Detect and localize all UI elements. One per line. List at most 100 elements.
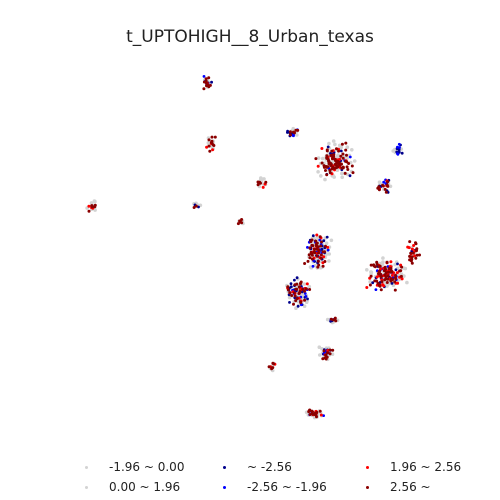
point-hot-strong [390,270,394,274]
point-hot-strong [321,250,325,254]
point-hot-strong [297,291,301,295]
point-hot-strong [345,153,348,157]
point-cold [382,180,386,184]
point-hot-strong [240,218,244,221]
point-hot-strong [293,294,297,298]
point-cold-strong [326,145,330,149]
point-hot-strong [330,167,334,171]
point-neutral [316,170,320,174]
point-hot-strong [210,135,214,139]
point-hot-strong [204,79,208,83]
point-hot-strong [331,348,335,352]
point-hot-strong [318,235,322,239]
point-cold-strong [289,282,293,286]
point-hot-strong [303,262,307,265]
point-hot-strong [376,281,380,285]
point-neutral [336,153,341,157]
point-hot [400,277,404,281]
point-hot-strong [319,244,323,248]
point-hot-strong [322,349,326,353]
point-cold [398,146,401,149]
point-neutral [260,177,264,181]
point-neutral [393,147,397,152]
point-hot-strong [212,144,216,147]
point-hot-strong [308,408,312,412]
point-neutral [327,259,331,263]
point-neutral [352,159,357,163]
point-cold-strong [339,149,343,153]
point-neutral [92,199,97,203]
point-hot [382,284,386,288]
point-hot-strong [325,154,329,158]
point-cold-strong [320,247,324,251]
point-neutral [307,284,312,289]
point-hot-strong [383,273,387,277]
east-small [376,178,393,194]
point-hot-strong [411,251,415,255]
point-hot-strong [326,351,329,355]
point-hot-strong [208,149,212,153]
point-neutral [340,175,345,180]
point-neutral [388,184,393,189]
point-hot [315,233,319,237]
legend-label: -1.96 ~ 0.00 [109,460,185,474]
point-hot-strong [334,319,338,323]
northwest-cluster [205,135,217,153]
point-hot-strong [295,297,299,300]
point-hot-strong [378,269,381,273]
point-hot-strong [333,158,337,162]
point-hot-strong [310,238,314,242]
point-neutral [393,262,397,267]
point-hot [316,164,320,168]
point-hot-strong [318,409,322,413]
point-hot-strong [90,205,94,209]
point-neutral [337,143,342,148]
point-neutral [320,156,325,161]
legend-label: 1.96 ~ 2.56 [390,460,462,474]
point-cold-strong [396,262,399,266]
point-hot-strong [329,162,333,165]
point-hot-strong [194,204,198,208]
central-south-cluster [285,276,312,311]
point-hot-strong [400,265,404,269]
point-hot-strong [330,149,334,153]
point-hot-strong [394,273,397,277]
point-cold-strong [295,276,299,280]
point-hot-strong [386,277,390,281]
point-cold [304,295,308,298]
point-hot-strong [325,148,329,152]
point-hot-strong [324,353,328,357]
points-layer [85,75,421,420]
point-hot [205,145,209,149]
point-hot-strong [383,187,387,191]
point-hot-strong [345,165,349,169]
point-hot-strong [369,263,373,267]
point-hot-strong [286,285,290,289]
point-hot-strong [384,190,388,194]
point-hot-strong [381,183,385,187]
point-hot-strong [288,291,292,295]
legend-label: 0.00 ~ 1.96 [109,480,181,494]
point-hot-strong [310,257,314,261]
point-hot-strong [377,185,381,189]
point-hot-strong [368,283,372,287]
point-hot-strong [326,165,330,169]
point-cold-strong [322,239,326,243]
point-neutral [327,252,332,256]
point-hot-strong [312,247,316,251]
point-hot-strong [206,83,210,87]
point-hot-strong [319,256,323,260]
point-hot-strong [375,279,379,283]
point-hot-strong [380,280,384,284]
point-hot [389,260,393,264]
point-hot-strong [336,165,340,169]
point-neutral [330,352,335,357]
point-hot [390,273,394,277]
point-hot-strong [307,253,311,257]
point-cold-strong [390,282,394,285]
point-hot-strong [317,251,321,255]
point-hot [413,254,417,258]
point-hot-strong [292,291,296,295]
point-hot-strong [301,287,305,291]
point-hot-strong [418,253,421,257]
